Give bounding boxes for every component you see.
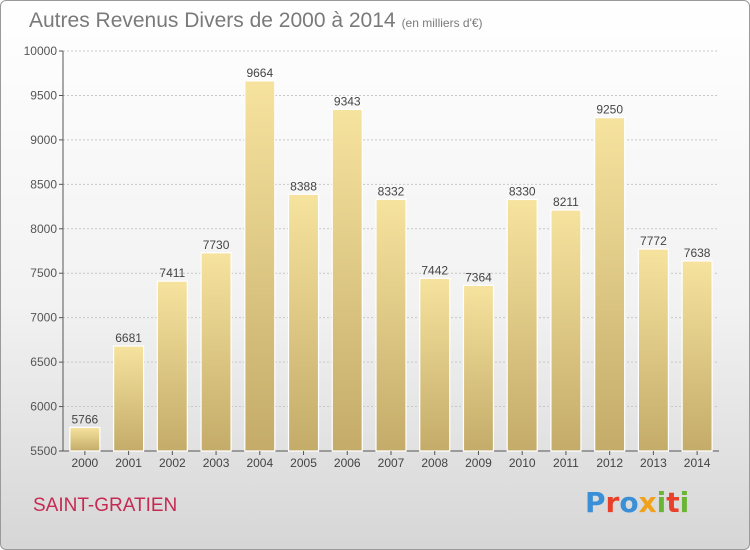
bar-value-label: 7364	[465, 270, 492, 284]
y-tick-label: 6500	[30, 355, 57, 369]
bar	[419, 277, 451, 452]
bar	[637, 248, 670, 452]
bar-value-label: 8330	[509, 184, 536, 198]
y-tick-label: 7500	[30, 266, 57, 280]
bar	[375, 198, 407, 452]
chart-title: Autres Revenus Divers de 2000 à 2014 (en …	[29, 9, 483, 33]
bar	[462, 284, 495, 452]
x-tick-label: 2005	[290, 456, 317, 470]
y-tick-label: 8500	[30, 177, 57, 191]
bar-value-label: 8388	[290, 179, 317, 193]
brand-letter: t	[666, 486, 680, 519]
bar-value-label: 6681	[115, 331, 142, 345]
bar	[550, 209, 582, 452]
bar-value-label: 7730	[203, 238, 230, 252]
x-tick-label: 2004	[246, 456, 273, 470]
bar	[112, 345, 145, 452]
bar	[506, 198, 538, 452]
x-tick-label: 2001	[115, 456, 142, 470]
y-tick-label: 6000	[30, 400, 57, 414]
y-tick-label: 9500	[30, 88, 57, 102]
x-tick-label: 2000	[72, 456, 99, 470]
bar-value-label: 9250	[596, 103, 623, 117]
brand-letter: i	[656, 486, 667, 519]
bar	[156, 280, 188, 452]
bar-value-label: 9343	[334, 94, 361, 108]
bar-value-label: 9664	[246, 66, 273, 80]
chart-title-text: Autres Revenus Divers de 2000 à 2014	[29, 9, 396, 32]
y-tick-label: 9000	[30, 133, 57, 147]
bar	[681, 260, 713, 452]
brand-letter: P	[585, 486, 606, 519]
x-tick-label: 2014	[684, 456, 711, 470]
x-tick-label: 2010	[509, 456, 536, 470]
y-tick-label: 10000	[24, 44, 58, 58]
y-tick-label: 8000	[30, 222, 57, 236]
x-tick-label: 2011	[553, 456, 579, 470]
y-tick-label: 5500	[30, 444, 57, 458]
bar	[200, 252, 232, 452]
x-tick-label: 2002	[159, 456, 186, 470]
brand-letter: r	[605, 486, 620, 519]
x-tick-label: 2006	[334, 456, 361, 470]
x-tick-label: 2012	[596, 456, 623, 470]
bar-value-label: 7411	[159, 266, 185, 280]
location-label: SAINT-GRATIEN	[33, 495, 178, 516]
bar	[69, 426, 101, 452]
bar-value-label: 7772	[640, 234, 667, 248]
brand-letter: i	[679, 486, 690, 519]
bar-value-label: 7638	[684, 246, 711, 260]
bar-value-label: 5766	[72, 412, 99, 426]
unit-note: (en milliers d'€)	[401, 16, 483, 30]
x-tick-label: 2003	[203, 456, 230, 470]
brand-logo: Proxiti	[585, 486, 689, 519]
x-tick-label: 2013	[640, 456, 667, 470]
bar	[244, 80, 276, 452]
brand-letter: o	[619, 486, 639, 519]
y-tick-label: 7000	[30, 311, 57, 325]
bar-value-label: 8211	[553, 195, 579, 209]
bar	[594, 117, 626, 452]
x-tick-label: 2009	[465, 456, 492, 470]
x-tick-label: 2007	[378, 456, 405, 470]
brand-letter: x	[638, 486, 657, 519]
x-tick-label: 2008	[421, 456, 448, 470]
bar-value-label: 7442	[421, 263, 448, 277]
bar	[331, 108, 363, 452]
bar-value-label: 8332	[378, 184, 405, 198]
bar	[287, 193, 320, 452]
